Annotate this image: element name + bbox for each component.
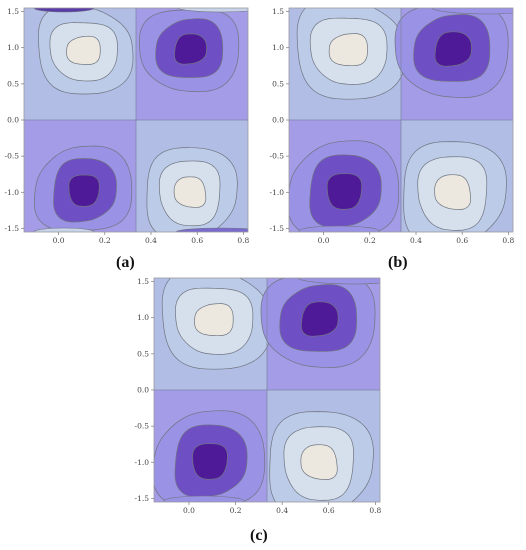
y-tick-label: 1.5 <box>7 7 19 16</box>
y-tick-label: 1.5 <box>272 7 284 16</box>
x-tick-label: 0.8 <box>502 236 514 245</box>
contour-level-min <box>434 31 472 67</box>
contour-edge-band <box>176 8 248 13</box>
y-tick-label: 0.5 <box>272 79 284 88</box>
y-tick-label: -1.0 <box>5 188 20 197</box>
x-tick-label: 0.4 <box>145 236 157 245</box>
contour-svg: 0.0 0.2 0.4 0.6 0.8 1.5 1.0 0.5 0.0 -0.5 -1.0 -1.5 <box>270 7 515 245</box>
y-tick-label: 1.0 <box>137 313 149 322</box>
contour-plot-b: 0.0 0.2 0.4 0.6 0.8 1.5 1.0 0.5 0.0 -0.5 -1.0 -1.5 <box>265 0 525 250</box>
contour-level-min <box>300 301 339 337</box>
y-tick-label: -0.5 <box>135 422 150 431</box>
y-tick-label: 1.0 <box>272 43 284 52</box>
contour-edge-band <box>163 495 245 502</box>
panel-label-a: (a) <box>116 254 135 271</box>
contour-edge-band <box>33 227 95 232</box>
x-tick-label: 0.8 <box>237 236 249 245</box>
x-tick-label: 0.2 <box>99 236 111 245</box>
x-tick-label: 0.2 <box>364 236 376 245</box>
x-tick-label: 0.6 <box>191 236 203 245</box>
contour-svg: 0.0 0.2 0.4 0.6 0.8 1.5 1.0 0.5 0.0 -0.5 -1.0 -1.5 <box>5 7 250 245</box>
contour-edge-band <box>297 278 380 285</box>
contour-level-min <box>192 443 228 480</box>
y-tick-label: 1.5 <box>137 277 149 286</box>
x-tick-label: 0.8 <box>369 506 381 515</box>
contour-svg: 0.0 0.2 0.4 0.6 0.8 1.5 1.0 0.5 0.0 -0.5 -1.0 -1.5 <box>135 277 382 515</box>
x-tick-label: 0.0 <box>318 236 330 245</box>
y-tick-label: 0.0 <box>7 116 19 125</box>
x-tick-label: 0.4 <box>276 506 288 515</box>
y-tick-label: -0.5 <box>5 152 20 161</box>
y-tick-label: -1.0 <box>135 458 150 467</box>
x-tick-label: 0.6 <box>323 506 335 515</box>
panel-label-c: (c) <box>250 527 268 544</box>
contour-level-max <box>300 444 338 480</box>
y-tick-label: 0.5 <box>137 349 149 358</box>
contour-level-max <box>173 176 207 208</box>
contour-field <box>154 278 380 502</box>
y-tick-label: 0.5 <box>7 79 19 88</box>
contour-level-max <box>434 174 472 210</box>
contour-plot-c: 0.0 0.2 0.4 0.6 0.8 1.5 1.0 0.5 0.0 -0.5 -1.0 -1.5 <box>130 270 392 520</box>
y-tick-label: -1.5 <box>270 224 285 233</box>
y-tick-label: -0.5 <box>270 152 285 161</box>
x-tick-label: 0.0 <box>53 236 65 245</box>
contour-level-max <box>328 33 368 67</box>
x-tick-label: 0.6 <box>456 236 468 245</box>
contour-level-min <box>174 33 207 65</box>
contour-edge-band <box>175 227 248 232</box>
panel-label-b: (b) <box>388 254 408 271</box>
contour-edge-band <box>431 8 513 15</box>
contour-level-min <box>326 173 363 210</box>
contour-level-max <box>194 303 234 337</box>
contour-field <box>24 8 248 232</box>
y-tick-label: -1.0 <box>270 188 285 197</box>
y-tick-label: -1.5 <box>135 494 150 503</box>
contour-level-min <box>68 174 100 207</box>
contour-level-max <box>66 35 101 65</box>
contour-plot-a: 0.0 0.2 0.4 0.6 0.8 1.5 1.0 0.5 0.0 -0.5 -1.0 -1.5 <box>0 0 260 250</box>
y-tick-label: 1.0 <box>7 43 19 52</box>
x-tick-label: 0.0 <box>183 506 195 515</box>
contour-edge-band <box>33 8 95 13</box>
x-tick-label: 0.2 <box>230 506 242 515</box>
y-tick-label: 0.0 <box>272 116 284 125</box>
y-tick-label: 0.0 <box>137 386 149 395</box>
contour-field <box>289 8 513 232</box>
y-tick-label: -1.5 <box>5 224 20 233</box>
contour-edge-band <box>298 225 380 232</box>
x-tick-label: 0.4 <box>410 236 422 245</box>
